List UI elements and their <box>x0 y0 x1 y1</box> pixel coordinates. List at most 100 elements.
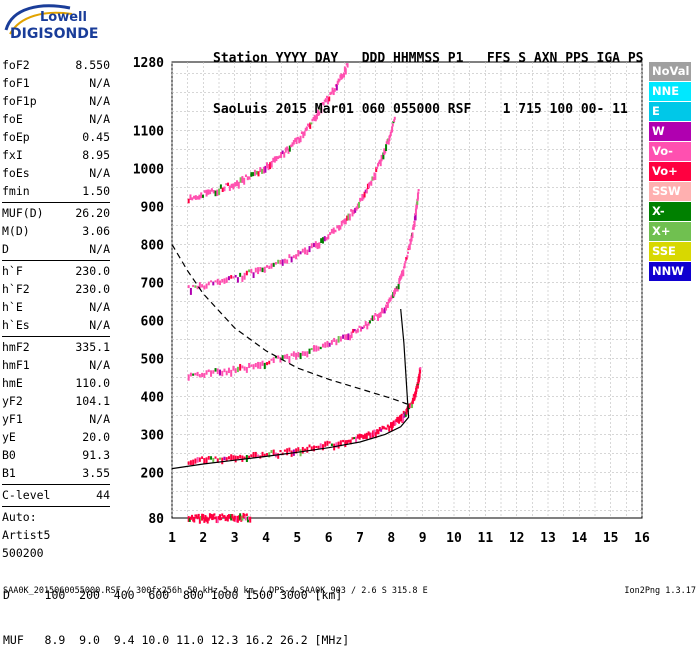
echo-point <box>201 284 204 288</box>
param-name: foE <box>2 112 23 126</box>
param-name: yF2 <box>2 394 23 408</box>
echo-point <box>241 176 244 183</box>
param-row: yF1 N/A <box>2 410 110 428</box>
param-name: D <box>2 242 9 256</box>
echo-point <box>321 343 324 348</box>
echo-point <box>194 372 197 376</box>
echo-point <box>409 240 412 245</box>
param-name: MUF(D) <box>2 206 44 220</box>
echo-point <box>205 283 208 289</box>
echo-point <box>225 457 228 461</box>
echo-point <box>223 278 226 284</box>
echo-point <box>326 440 329 446</box>
echo-point <box>328 96 331 102</box>
echo-point <box>252 451 255 459</box>
param-value: N/A <box>89 76 110 90</box>
echo-point <box>216 278 219 285</box>
echo-point <box>228 185 231 191</box>
echo-point <box>244 516 247 521</box>
echo-point <box>219 457 221 460</box>
echo-point <box>241 275 244 282</box>
echo-point <box>201 194 204 198</box>
param-value: N/A <box>89 300 110 314</box>
echo-point <box>294 138 297 142</box>
echo-point <box>348 213 351 221</box>
echo-point <box>187 285 190 289</box>
y-tick-label: 600 <box>141 314 165 329</box>
echo-point <box>214 280 217 283</box>
echo-point <box>336 225 339 229</box>
echo-point <box>416 199 419 205</box>
echo-point <box>196 371 199 377</box>
echo-point <box>225 183 228 186</box>
param-row: hmF2 335.1 <box>2 338 110 356</box>
echo-point <box>222 515 225 519</box>
echo-point <box>389 131 392 137</box>
echo-point <box>369 432 372 440</box>
echo-point <box>210 280 213 283</box>
echo-point <box>402 410 405 415</box>
echo-point <box>308 124 311 128</box>
echo-point <box>315 445 318 449</box>
echo-point <box>377 314 380 321</box>
param-name: fmin <box>2 184 30 198</box>
echo-point <box>342 334 345 339</box>
param-row: M(D) 3.06 <box>2 222 110 240</box>
echo-point <box>304 247 307 255</box>
echo-point <box>206 517 209 524</box>
echo-point <box>270 160 273 168</box>
echo-point <box>385 304 388 311</box>
echo-point <box>306 249 309 255</box>
echo-point <box>346 440 349 445</box>
echo-point <box>373 429 376 436</box>
echo-point <box>198 194 201 200</box>
echo-point <box>275 156 278 162</box>
y-tick-label: 700 <box>141 276 165 291</box>
echo-point <box>383 307 386 314</box>
echo-point <box>237 181 240 189</box>
echo-point <box>295 254 298 260</box>
echo-point <box>277 453 280 459</box>
param-row: C-level 44 <box>2 486 110 504</box>
echo-point <box>194 285 197 288</box>
echo-point <box>319 107 322 111</box>
echo-point <box>194 195 197 200</box>
params-separator <box>2 506 110 507</box>
params-separator <box>2 260 110 261</box>
echo-point <box>394 287 397 292</box>
echo-point <box>202 513 205 520</box>
echo-point <box>414 213 417 221</box>
param-name: hmF1 <box>2 358 30 372</box>
param-name: foF1 <box>2 76 30 90</box>
echo-point <box>367 431 370 436</box>
auto-scaling-info: Auto: <box>2 510 37 524</box>
echo-point <box>246 176 249 181</box>
echo-point <box>257 361 260 369</box>
echo-point <box>279 259 282 265</box>
echo-point <box>380 154 383 162</box>
echo-point <box>283 449 286 452</box>
echo-point <box>221 457 224 465</box>
legend-item-nnw: NNW <box>649 262 691 281</box>
echo-point <box>366 183 369 190</box>
echo-point <box>387 139 390 145</box>
echo-point <box>225 370 228 376</box>
auto-scaling-info: 500200 <box>2 546 44 560</box>
echo-point <box>297 447 300 452</box>
y-tick-label: 900 <box>141 200 165 215</box>
echo-point <box>192 516 195 522</box>
echo-point <box>353 328 356 332</box>
echo-point <box>338 225 341 231</box>
echo-point <box>205 516 208 522</box>
echo-point <box>242 512 245 518</box>
param-row: foF1 N/A <box>2 74 110 92</box>
logo-line2: DIGISONDE <box>10 26 98 42</box>
echo-point <box>248 517 251 520</box>
echo-point <box>263 266 266 273</box>
param-row: h`F2 230.0 <box>2 280 110 298</box>
param-value: 230.0 <box>75 282 110 296</box>
echo-point <box>194 458 197 464</box>
param-name: yE <box>2 430 16 444</box>
echo-point <box>187 516 190 522</box>
param-name: B0 <box>2 448 16 462</box>
